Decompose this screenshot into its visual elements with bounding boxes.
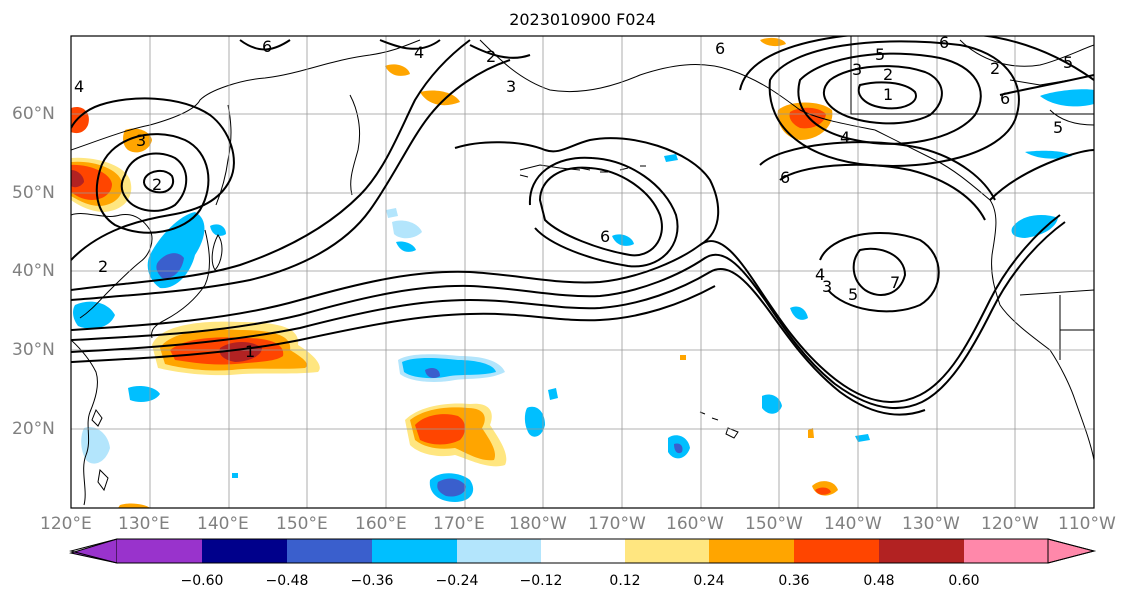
lon-label: 180°W	[509, 514, 567, 534]
svg-text:5: 5	[1053, 118, 1063, 137]
svg-text:3: 3	[136, 131, 146, 150]
svg-text:5: 5	[848, 285, 858, 304]
lon-label: 140°W	[824, 514, 882, 534]
contour-labels: 6 4 3 2 2 1 6 6 6 5 3 2 1 4 6 6 5 5 2 4 …	[74, 33, 1073, 361]
lat-label-50n: 50°N	[12, 183, 55, 203]
lon-label: 160°E	[355, 514, 407, 534]
svg-text:2: 2	[152, 175, 162, 194]
lon-label: 150°E	[276, 514, 328, 534]
contour-lines	[71, 36, 1094, 416]
coastlines	[71, 39, 1094, 506]
svg-text:6: 6	[939, 33, 949, 52]
gridlines	[71, 36, 1094, 508]
region-box	[850, 36, 1094, 115]
svg-text:3: 3	[852, 60, 862, 79]
svg-text:7: 7	[890, 273, 900, 292]
lon-label: 170°E	[433, 514, 485, 534]
svg-text:6: 6	[600, 227, 610, 246]
colorbar-tick-label: −0.60	[180, 573, 224, 589]
colorbar-tick-label: −0.48	[265, 573, 309, 589]
lat-label-60n: 60°N	[12, 104, 55, 124]
svg-text:3: 3	[506, 77, 516, 96]
lat-label-20n: 20°N	[12, 419, 55, 439]
svg-text:2: 2	[883, 65, 893, 84]
svg-text:4: 4	[815, 265, 825, 284]
map-title: 2023010900 F024	[509, 10, 656, 29]
plot-frame	[70, 35, 1095, 509]
svg-text:1: 1	[883, 85, 893, 104]
svg-text:4: 4	[840, 128, 850, 147]
svg-text:2: 2	[98, 257, 108, 276]
svg-text:6: 6	[262, 37, 272, 56]
lon-label: 140°E	[197, 514, 249, 534]
svg-text:2: 2	[486, 47, 496, 66]
colorbar-tick-label: 0.60	[948, 573, 980, 589]
colorbar-tick-label: −0.36	[350, 573, 394, 589]
colorbar	[69, 538, 1096, 564]
svg-text:6: 6	[1000, 89, 1010, 108]
anomaly-shading	[71, 37, 1094, 508]
svg-text:1: 1	[245, 342, 255, 361]
lon-label: 120°E	[40, 514, 92, 534]
svg-text:6: 6	[715, 39, 725, 58]
svg-text:4: 4	[74, 77, 84, 96]
lon-label: 160°W	[666, 514, 724, 534]
lon-label: 110°W	[1058, 514, 1116, 534]
svg-text:5: 5	[875, 45, 885, 64]
lat-label-30n: 30°N	[12, 340, 55, 360]
svg-text:2: 2	[990, 59, 1000, 78]
svg-text:4: 4	[414, 43, 424, 62]
colorbar-tick-label: 0.36	[778, 573, 810, 589]
lon-label: 170°W	[588, 514, 646, 534]
colorbar-tick-label: −0.24	[435, 573, 479, 589]
colorbar-tick-label: 0.12	[609, 573, 641, 589]
colorbar-tick-label: 0.24	[693, 573, 725, 589]
lon-label: 150°W	[745, 514, 803, 534]
svg-text:5: 5	[1063, 53, 1073, 72]
lat-label-40n: 40°N	[12, 261, 55, 281]
lon-label: 130°E	[118, 514, 170, 534]
lon-label: 130°W	[902, 514, 960, 534]
colorbar-tick-label: 0.48	[863, 573, 895, 589]
map-plot-area: 6 4 3 2 2 1 6 6 6 5 3 2 1 4 6 6 5 5 2 4 …	[71, 33, 1094, 508]
colorbar-tick-label: −0.12	[519, 573, 563, 589]
lon-label: 120°W	[981, 514, 1039, 534]
svg-text:6: 6	[780, 168, 790, 187]
svg-text:3: 3	[822, 277, 832, 296]
